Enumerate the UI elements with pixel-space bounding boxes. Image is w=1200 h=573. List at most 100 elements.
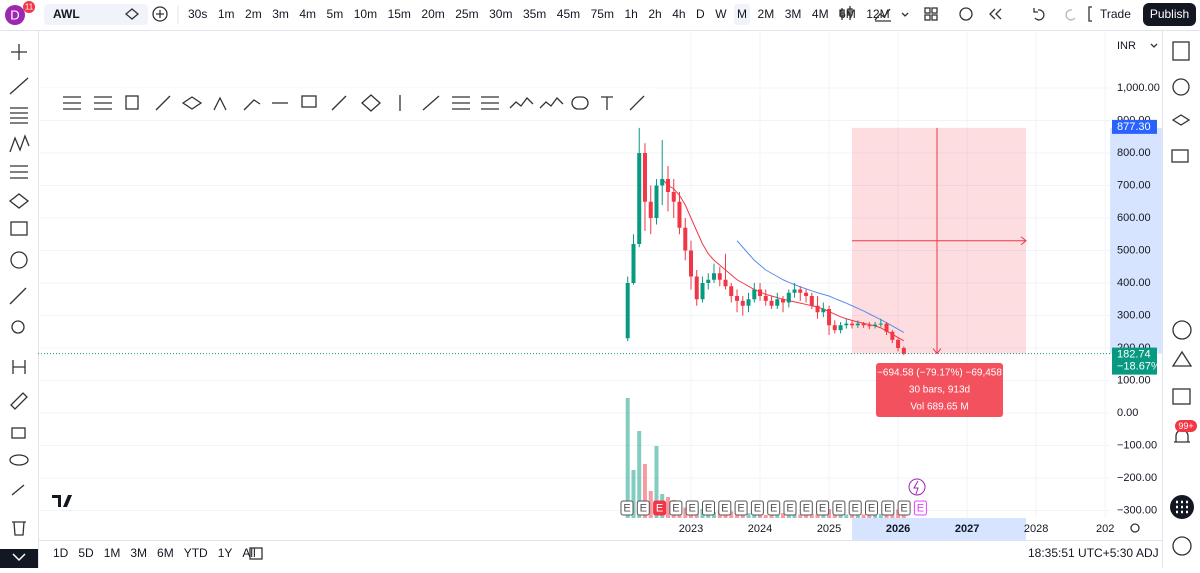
interval[interactable]: 5m bbox=[327, 7, 344, 21]
text-tool[interactable] bbox=[10, 221, 28, 236]
tool[interactable] bbox=[63, 96, 81, 110]
earnings-marker[interactable] bbox=[767, 500, 781, 516]
range-button[interactable]: 6M bbox=[157, 546, 174, 560]
tool[interactable] bbox=[213, 96, 227, 111]
help[interactable] bbox=[1172, 536, 1192, 556]
range-button[interactable]: 3M bbox=[130, 546, 147, 560]
interval[interactable]: 4m bbox=[299, 7, 316, 21]
tool[interactable] bbox=[361, 94, 381, 112]
lock[interactable] bbox=[11, 427, 26, 439]
interval[interactable]: 30m bbox=[489, 7, 512, 21]
earnings-marker[interactable] bbox=[783, 500, 797, 516]
icons-tool[interactable] bbox=[10, 251, 28, 269]
ruler[interactable] bbox=[9, 287, 27, 305]
redo[interactable] bbox=[1065, 9, 1076, 21]
earnings-marker[interactable] bbox=[881, 500, 895, 516]
layout-1[interactable] bbox=[924, 7, 931, 14]
tool[interactable] bbox=[422, 95, 440, 111]
interval[interactable]: 45m bbox=[557, 7, 580, 21]
interval[interactable]: 3m bbox=[272, 7, 289, 21]
interval[interactable]: 20m bbox=[421, 7, 444, 21]
interval[interactable]: 4h bbox=[672, 7, 685, 21]
earnings-marker[interactable] bbox=[620, 500, 634, 516]
range-button[interactable]: All bbox=[242, 546, 255, 560]
earnings-marker[interactable] bbox=[913, 500, 927, 516]
interval[interactable]: 12M bbox=[866, 7, 889, 21]
earnings-marker[interactable] bbox=[685, 500, 699, 516]
interval[interactable]: 30s bbox=[188, 7, 207, 21]
earnings-marker[interactable] bbox=[653, 500, 667, 516]
currency-menu[interactable] bbox=[1150, 43, 1158, 48]
earnings-marker[interactable] bbox=[832, 500, 846, 516]
stay-drawing[interactable] bbox=[10, 392, 28, 410]
magnet[interactable] bbox=[12, 360, 26, 374]
interval[interactable]: 35m bbox=[523, 7, 546, 21]
interval[interactable]: 4M bbox=[812, 7, 829, 21]
tool[interactable] bbox=[629, 95, 645, 111]
chart-type[interactable] bbox=[839, 6, 853, 20]
undo[interactable] bbox=[1033, 8, 1045, 21]
range-button[interactable]: YTD bbox=[184, 546, 208, 560]
alert[interactable] bbox=[959, 7, 973, 21]
dividend-marker[interactable] bbox=[908, 478, 926, 496]
range-button[interactable]: 5D bbox=[78, 546, 94, 560]
earnings-marker[interactable] bbox=[848, 500, 862, 516]
earnings-marker[interactable] bbox=[718, 500, 732, 516]
tech[interactable] bbox=[1172, 320, 1192, 340]
interval[interactable]: 2m bbox=[245, 7, 262, 21]
earnings-marker[interactable] bbox=[799, 500, 813, 516]
earnings-marker[interactable] bbox=[750, 500, 764, 516]
interval[interactable]: 1h bbox=[624, 7, 637, 21]
range-button[interactable]: 1Y bbox=[218, 546, 233, 560]
link[interactable] bbox=[11, 484, 25, 496]
range-button[interactable]: 1M bbox=[104, 546, 121, 560]
ideas[interactable] bbox=[1171, 350, 1193, 367]
publish-button[interactable] bbox=[1143, 3, 1196, 26]
symbol-search[interactable] bbox=[44, 4, 148, 25]
calendar[interactable] bbox=[1172, 388, 1191, 405]
interval[interactable]: 25m bbox=[455, 7, 478, 21]
crosshair[interactable] bbox=[11, 44, 27, 60]
tool[interactable] bbox=[539, 97, 564, 109]
trend-line[interactable] bbox=[9, 77, 29, 95]
layers[interactable] bbox=[1171, 114, 1191, 126]
range-button[interactable]: 1D bbox=[53, 546, 69, 560]
tool[interactable] bbox=[571, 96, 589, 110]
brush[interactable] bbox=[8, 193, 30, 209]
earnings-marker[interactable] bbox=[816, 500, 830, 516]
tool[interactable] bbox=[481, 96, 499, 110]
pattern[interactable] bbox=[9, 134, 30, 153]
interval[interactable]: 10m bbox=[354, 7, 377, 21]
tool[interactable] bbox=[155, 95, 171, 111]
replay[interactable] bbox=[989, 8, 1002, 20]
interval[interactable]: 3M bbox=[785, 7, 802, 21]
tool[interactable] bbox=[452, 96, 470, 110]
alerts[interactable] bbox=[1172, 78, 1190, 96]
interval[interactable]: 1m bbox=[218, 7, 235, 21]
hide[interactable] bbox=[9, 454, 29, 466]
earnings-marker[interactable] bbox=[897, 500, 911, 516]
interval[interactable]: 15m bbox=[388, 7, 411, 21]
interval[interactable]: 75m bbox=[591, 7, 614, 21]
trade-button[interactable]: Trade bbox=[1100, 7, 1131, 21]
earnings-marker[interactable] bbox=[734, 500, 748, 516]
earnings-marker[interactable] bbox=[865, 500, 878, 516]
tool[interactable] bbox=[125, 95, 139, 110]
earnings-marker[interactable] bbox=[669, 500, 683, 516]
collapse[interactable] bbox=[0, 549, 38, 568]
earnings-marker[interactable] bbox=[636, 500, 650, 516]
interval[interactable]: 2M bbox=[758, 7, 775, 21]
fib[interactable] bbox=[10, 107, 28, 124]
add-compare[interactable] bbox=[152, 6, 168, 22]
tool[interactable] bbox=[181, 96, 203, 110]
adj[interactable]: ADJ bbox=[1136, 546, 1159, 560]
interval[interactable]: W bbox=[715, 7, 727, 21]
axis-settings[interactable] bbox=[1130, 523, 1140, 533]
tool[interactable] bbox=[301, 95, 317, 108]
tool[interactable] bbox=[601, 96, 613, 110]
zoom[interactable] bbox=[11, 320, 25, 334]
projection[interactable] bbox=[10, 165, 28, 179]
watchlist[interactable] bbox=[1172, 41, 1190, 61]
interval[interactable]: M bbox=[737, 7, 747, 21]
chats[interactable] bbox=[1171, 149, 1189, 163]
